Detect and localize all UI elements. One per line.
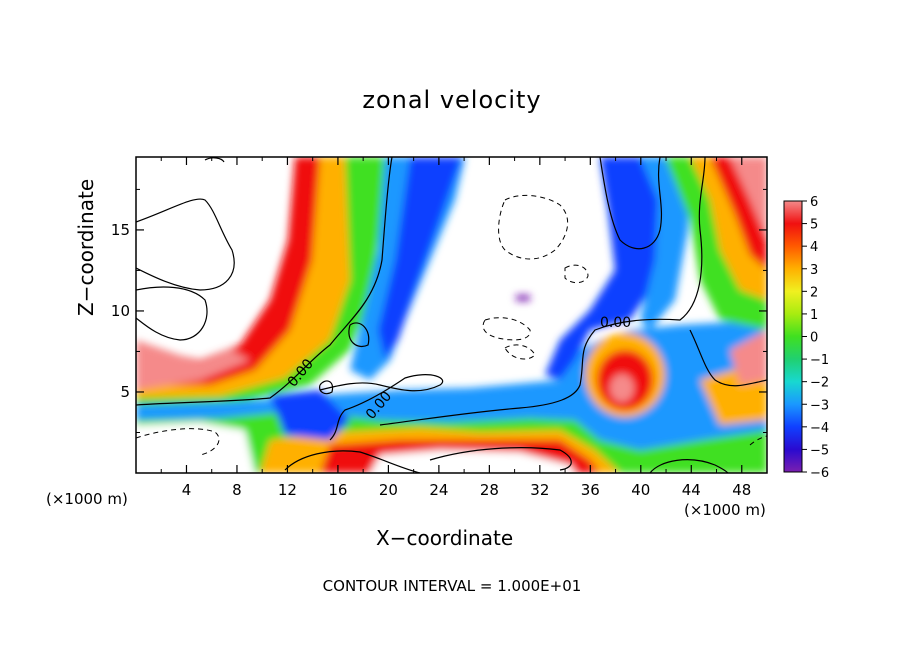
colorbar-strip bbox=[784, 201, 802, 472]
field-region-right-lightblue bbox=[640, 157, 690, 330]
y-tick-label: 15 bbox=[111, 221, 130, 239]
x-tick-label: 36 bbox=[581, 481, 600, 499]
contour-right-2 bbox=[689, 329, 767, 387]
x-tick-label: 24 bbox=[429, 481, 448, 499]
velocity-field bbox=[136, 157, 767, 473]
contour-label: 0.00 bbox=[600, 315, 631, 331]
x-tick-label: 4 bbox=[182, 481, 192, 499]
colorbar-tick-label: −4 bbox=[810, 421, 829, 436]
y-tick-label: 10 bbox=[111, 302, 130, 320]
x-tick-label: 28 bbox=[480, 481, 499, 499]
x-tick-label: 32 bbox=[530, 481, 549, 499]
colorbar-tick-label: 1 bbox=[810, 308, 818, 323]
contour-lower-2 bbox=[429, 447, 572, 471]
contour-negative-3 bbox=[482, 317, 531, 341]
x-tick-label: 48 bbox=[732, 481, 751, 499]
contour-positive-2 bbox=[136, 286, 208, 341]
field-region-small-purple bbox=[516, 295, 530, 301]
field-region-lower-left-white bbox=[136, 422, 255, 473]
field-region-left-jet-orange bbox=[136, 157, 370, 402]
y-tick-label: 5 bbox=[120, 383, 130, 401]
contour-negative-1 bbox=[498, 194, 569, 260]
contour-zero-left bbox=[136, 157, 393, 406]
x-tick-label: 44 bbox=[682, 481, 701, 499]
contour-small-loop-2 bbox=[319, 380, 334, 395]
x-axis-label: X−coordinate bbox=[376, 526, 514, 550]
chart-title: zonal velocity bbox=[362, 86, 542, 114]
field-region-left-lower-darkblue bbox=[270, 390, 350, 440]
field-region-lower-white bbox=[370, 450, 575, 473]
plot-frame bbox=[135, 156, 768, 474]
colorbar-tick-label: −6 bbox=[810, 466, 829, 481]
field-region-blob-pink bbox=[610, 374, 634, 402]
contour-negative-5 bbox=[136, 428, 220, 456]
contour-lines bbox=[136, 157, 767, 473]
y-axis-ticks: 5 10 15 bbox=[111, 188, 767, 433]
field-region-right-blue bbox=[545, 157, 665, 380]
colorbar: 6 5 4 3 2 1 0 −1 −2 −3 −4 −5 −6 bbox=[783, 195, 829, 481]
colorbar-tick-label: 6 bbox=[810, 195, 818, 210]
colorbar-ticks: 6 5 4 3 2 1 0 −1 −2 −3 −4 −5 −6 bbox=[802, 195, 829, 481]
contour-lower-right bbox=[649, 459, 729, 473]
colorbar-tick-label: −2 bbox=[810, 376, 829, 391]
colorbar-tick-label: 2 bbox=[810, 285, 818, 300]
contour-zero-middle bbox=[319, 374, 443, 441]
x-tick-label: 16 bbox=[328, 481, 347, 499]
x-unit-label-left: (×1000 m) bbox=[46, 490, 128, 508]
colorbar-tick-label: 3 bbox=[810, 263, 818, 278]
colorbar-tick-label: −1 bbox=[810, 353, 829, 368]
colorbar-tick-label: −5 bbox=[810, 443, 829, 458]
contour-small-loop bbox=[348, 322, 370, 347]
colorbar-tick-label: 0 bbox=[810, 331, 818, 346]
contour-positive-1 bbox=[136, 198, 235, 291]
contour-negative-lines bbox=[136, 194, 767, 456]
contour-interval-note: CONTOUR INTERVAL = 1.000E+01 bbox=[322, 577, 582, 595]
contour-zero-right bbox=[379, 157, 706, 426]
contour-lower-1 bbox=[284, 450, 421, 473]
contour-right-column bbox=[599, 157, 663, 250]
contour-negative-2 bbox=[564, 264, 589, 284]
field-region-left-jet-green bbox=[136, 157, 385, 408]
field-region-left-edge-pink bbox=[136, 340, 250, 390]
field-region-center-darkblue bbox=[378, 157, 462, 360]
colorbar-tick-label: 5 bbox=[810, 218, 818, 233]
x-tick-label: 8 bbox=[232, 481, 242, 499]
colorbar-tick-label: 4 bbox=[810, 240, 818, 255]
contour-top-left bbox=[204, 157, 225, 163]
x-unit-label-right: (×1000 m) bbox=[684, 501, 766, 519]
field-region-right-lower-pink bbox=[730, 330, 767, 385]
x-tick-label: 20 bbox=[379, 481, 398, 499]
colorbar-tick-label: −3 bbox=[810, 398, 829, 413]
x-tick-label: 12 bbox=[278, 481, 297, 499]
x-tick-label: 40 bbox=[631, 481, 650, 499]
contour-negative-4 bbox=[504, 344, 536, 360]
x-axis-ticks: 4 8 12 16 20 24 28 32 36 40 44 48 bbox=[160, 157, 751, 499]
field-region-right-jet-pink bbox=[730, 157, 767, 240]
